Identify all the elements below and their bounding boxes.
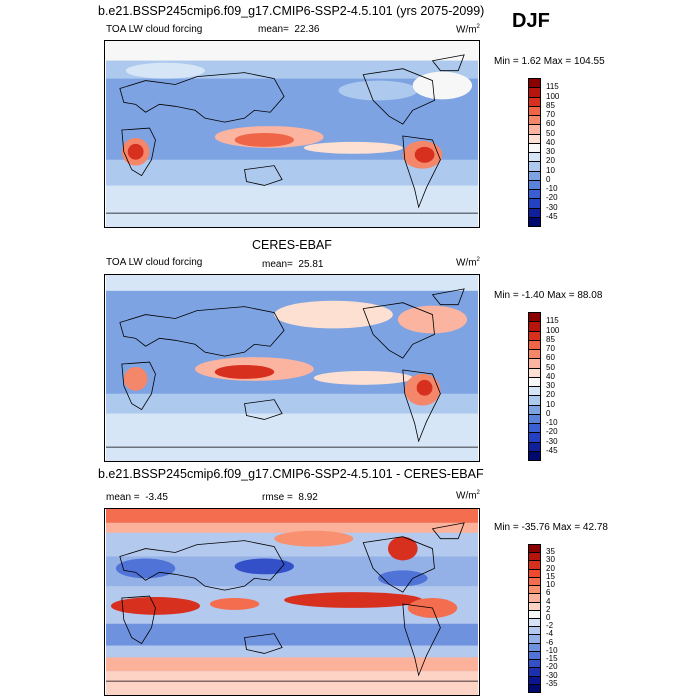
colorbar-label: -45: [546, 211, 558, 221]
colorbar-label: 15: [546, 571, 555, 581]
colorbar-label: 0: [546, 174, 551, 184]
colorbar-label: 50: [546, 128, 555, 138]
colorbar-label: -35: [546, 678, 558, 688]
colorbar-label: 30: [546, 555, 555, 565]
colorbar-label: 10: [546, 399, 555, 409]
panel2-units: W/m2: [456, 257, 480, 268]
colorbar-label: 115: [546, 82, 559, 92]
panel3-units: W/m2: [456, 490, 480, 501]
colorbar-label: 6: [546, 588, 551, 598]
panel3-map: [104, 508, 480, 696]
panel1-minmax: Min = 1.62 Max = 104.55: [494, 56, 605, 67]
panel2-mean: mean= 25.81: [262, 259, 323, 270]
colorbar-label: 60: [546, 353, 555, 363]
coastlines: [105, 288, 478, 448]
colorbar-label: -10: [546, 418, 558, 427]
colorbar-swatch: [528, 450, 541, 461]
panel1-units-text: W/m: [456, 24, 477, 36]
colorbar-label: 0: [546, 613, 551, 622]
colorbar-label: 0: [546, 408, 551, 418]
colorbar-swatch: [528, 683, 541, 693]
panel2-mean-label: mean=: [262, 259, 293, 270]
colorbar-label: 20: [546, 563, 555, 573]
panel3-mean-value: -3.45: [145, 492, 168, 503]
colorbar-label: 2: [546, 604, 551, 614]
panel3-colorbar: 35 30 20 15 10 6 4 2 0 -2 -4 -6 -10 -15 -20 -30 -35: [528, 544, 588, 693]
colorbar-swatch: [528, 216, 541, 227]
colorbar-label: 100: [546, 325, 560, 335]
colorbar-label: -4: [546, 629, 554, 639]
panel1-map: [104, 40, 480, 228]
panel3-mean-label: mean =: [106, 492, 140, 503]
panel3-minmax: Min = -35.76 Max = 42.78: [494, 522, 608, 533]
panel1-mean-value: 22.36: [294, 24, 320, 35]
panel2-mean-value: 25.81: [298, 259, 324, 270]
colorbar-label: -45: [546, 445, 558, 455]
colorbar-label: 20: [546, 156, 555, 166]
panel2-minmax: Min = -1.40 Max = 88.08: [494, 290, 603, 301]
colorbar-label: 100: [546, 91, 560, 101]
panel3-title: b.e21.BSSP245cmip6.f09_g17.CMIP6-SSP2-4.…: [98, 467, 484, 481]
panel2-colorbar: 115 100 85 70 60 50 40 30 20 10 0 -10 -20 -30 -45: [528, 312, 588, 461]
colorbar-label: 85: [546, 334, 555, 344]
colorbar-label: 115: [546, 316, 559, 326]
colorbar-label: 70: [546, 110, 555, 119]
panel3-rmse-value: 8.92: [298, 492, 318, 503]
panel1-units: W/m2: [456, 24, 480, 35]
colorbar-label: -10: [546, 645, 558, 655]
panel3-rmse: rmse = 8.92: [262, 492, 318, 503]
colorbar-label: -20: [546, 427, 558, 437]
season-label: DJF: [512, 10, 550, 32]
panel2-map: [104, 274, 480, 462]
colorbar-label: 40: [546, 371, 555, 381]
figure-title: b.e21.BSSP245cmip6.f09_g17.CMIP6-SSP2-4.…: [98, 4, 485, 18]
panel3-units-sup: 2: [476, 490, 480, 496]
colorbar-label: -6: [546, 637, 554, 647]
panel1-colorbar: 115 100 85 70 60 50 40 30 20 10 0 -10 -20 -30 -45: [528, 78, 588, 227]
panel1-mean: mean= 22.36: [258, 24, 319, 35]
colorbar-label: 85: [546, 100, 555, 110]
colorbar-label: 30: [546, 381, 555, 390]
colorbar-label: -20: [546, 662, 558, 672]
colorbar-label: 30: [546, 147, 555, 156]
colorbar-label: -15: [546, 654, 558, 664]
colorbar-label: -2: [546, 621, 554, 631]
panel3-units-text: W/m: [456, 490, 477, 502]
panel3-mean: mean = -3.45: [106, 492, 168, 503]
colorbar-label: 50: [546, 362, 555, 372]
colorbar-label: 10: [546, 580, 555, 590]
panel3-rmse-label: rmse =: [262, 492, 293, 503]
colorbar-label: -30: [546, 670, 558, 680]
colorbar-label: -20: [546, 193, 558, 203]
panel2-title: CERES-EBAF: [252, 238, 332, 252]
colorbar-label: 20: [546, 390, 555, 400]
panel1-mean-label: mean=: [258, 24, 289, 35]
panel2-units-text: W/m: [456, 257, 477, 269]
panel1-units-sup: 2: [476, 24, 480, 30]
colorbar-label: 10: [546, 165, 555, 175]
colorbar-label: 40: [546, 137, 555, 147]
colorbar-label: 35: [546, 547, 555, 557]
panel2-units-sup: 2: [476, 257, 480, 263]
colorbar-label: -30: [546, 202, 558, 212]
panel2-variable: TOA LW cloud forcing: [106, 257, 203, 268]
colorbar-label: 4: [546, 596, 551, 606]
colorbar-label: -30: [546, 436, 558, 446]
coastlines: [105, 54, 478, 214]
panel1-variable: TOA LW cloud forcing: [106, 24, 203, 35]
colorbar-label: 70: [546, 344, 555, 353]
coastlines: [105, 522, 478, 682]
colorbar-label: 60: [546, 119, 555, 129]
colorbar-label: -10: [546, 184, 558, 193]
